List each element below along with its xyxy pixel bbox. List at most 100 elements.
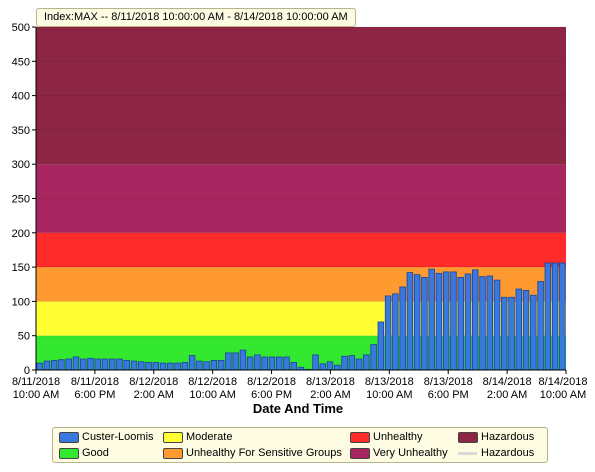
bar: [159, 362, 167, 371]
legend-swatch: [59, 448, 79, 459]
y-tick-label: 500: [12, 22, 30, 34]
y-tick-label: 450: [12, 56, 30, 68]
bar: [544, 262, 552, 371]
bar: [421, 276, 428, 371]
bar: [406, 272, 414, 371]
bar: [341, 355, 348, 371]
y-tick-label: 300: [12, 159, 30, 171]
legend-swatch: [163, 448, 183, 459]
legend-label: Unhealthy For Sensitive Groups: [186, 447, 342, 459]
bar: [246, 356, 254, 371]
bar: [472, 269, 479, 371]
bar: [203, 361, 210, 371]
bar: [181, 362, 189, 371]
bar: [239, 349, 247, 371]
x-tick-label-time: 6:00 PM: [428, 389, 469, 401]
bar: [210, 359, 218, 371]
legend-swatch: [350, 448, 370, 459]
bar: [479, 276, 486, 371]
bar: [537, 281, 544, 371]
y-tick-label: 400: [12, 91, 30, 103]
band-good: [36, 335, 566, 370]
y-tick-label: 100: [12, 296, 30, 308]
bar: [377, 321, 385, 371]
legend: Custer-Loomis Moderate Unhealthy Hazardo…: [52, 427, 548, 463]
legend-label: Moderate: [186, 431, 233, 443]
bar: [268, 356, 276, 371]
x-tick-label-time: 6:00 PM: [251, 389, 292, 401]
bar: [116, 358, 123, 371]
x-tick-label-time: 6:00 PM: [74, 389, 115, 401]
x-tick-label-date: 8/12/2018: [247, 376, 296, 388]
bar: [384, 295, 392, 371]
x-tick-label-date: 8/14/2018: [539, 376, 588, 388]
bar: [72, 356, 80, 371]
x-tick-label-date: 8/11/2018: [12, 376, 60, 388]
bar: [413, 274, 421, 371]
bar: [217, 359, 225, 371]
y-tick-label: 350: [12, 125, 30, 137]
bar: [36, 362, 43, 371]
bar: [167, 362, 174, 371]
bar: [457, 276, 464, 371]
legend-line-swatch: [458, 452, 477, 455]
bar: [559, 262, 566, 371]
legend-label: Very Unhealthy: [373, 447, 448, 459]
y-tick-label: 250: [12, 194, 30, 206]
bar: [290, 362, 297, 371]
bar: [283, 356, 290, 371]
bar: [551, 262, 559, 371]
band-unhealthy: [36, 232, 566, 268]
bar: [79, 358, 87, 371]
band-moderate: [36, 301, 566, 336]
legend-swatch: [163, 432, 183, 443]
bar: [130, 360, 138, 371]
bar: [225, 352, 232, 371]
bar: [58, 359, 65, 371]
x-tick-label-time: 2:00 AM: [310, 389, 350, 401]
y-tick-label: 0: [24, 365, 30, 377]
band-very-unhealthy: [36, 164, 566, 233]
x-tick-label-date: 8/13/2018: [365, 376, 414, 388]
bar: [123, 359, 130, 371]
x-tick-label-time: 10:00 AM: [189, 389, 235, 401]
legend-label: Unhealthy: [373, 431, 423, 443]
bar: [450, 271, 457, 371]
bar: [109, 358, 116, 371]
x-tick-label-time: 10:00 AM: [540, 389, 586, 401]
bar: [254, 354, 261, 371]
bar: [442, 271, 450, 371]
bar: [428, 268, 435, 371]
bar: [348, 355, 356, 371]
legend-label: Custer-Loomis: [82, 431, 154, 443]
bar: [493, 279, 501, 371]
bar: [261, 356, 268, 371]
bar: [363, 354, 370, 371]
x-tick-label-date: 8/12/2018: [188, 376, 237, 388]
bar: [50, 359, 58, 371]
x-tick-label-date: 8/12/2018: [129, 376, 178, 388]
bar: [522, 290, 530, 371]
x-tick-label-date: 8/14/2018: [483, 376, 532, 388]
bar: [435, 272, 443, 371]
bar: [101, 358, 109, 371]
band-unhealthy-for-sensitive-groups: [36, 267, 566, 302]
x-tick-label-date: 8/13/2018: [306, 376, 355, 388]
bar: [196, 360, 203, 371]
chart-title: Index:MAX -- 8/11/2018 10:00:00 AM - 8/1…: [36, 8, 356, 27]
x-tick-label-time: 2:00 AM: [487, 389, 527, 401]
bar: [392, 293, 399, 371]
bar: [65, 358, 72, 371]
legend-label: Good: [82, 447, 109, 459]
bar: [43, 360, 51, 371]
bar: [188, 355, 196, 371]
grid-lines: [36, 26, 566, 337]
bar: [334, 364, 341, 371]
x-tick-label-time: 10:00 AM: [366, 389, 412, 401]
band-hazardous: [36, 27, 566, 165]
bar: [399, 286, 406, 371]
x-tick-label-date: 8/11/2018: [71, 376, 119, 388]
legend-swatch: [350, 432, 370, 443]
bar: [355, 358, 363, 371]
